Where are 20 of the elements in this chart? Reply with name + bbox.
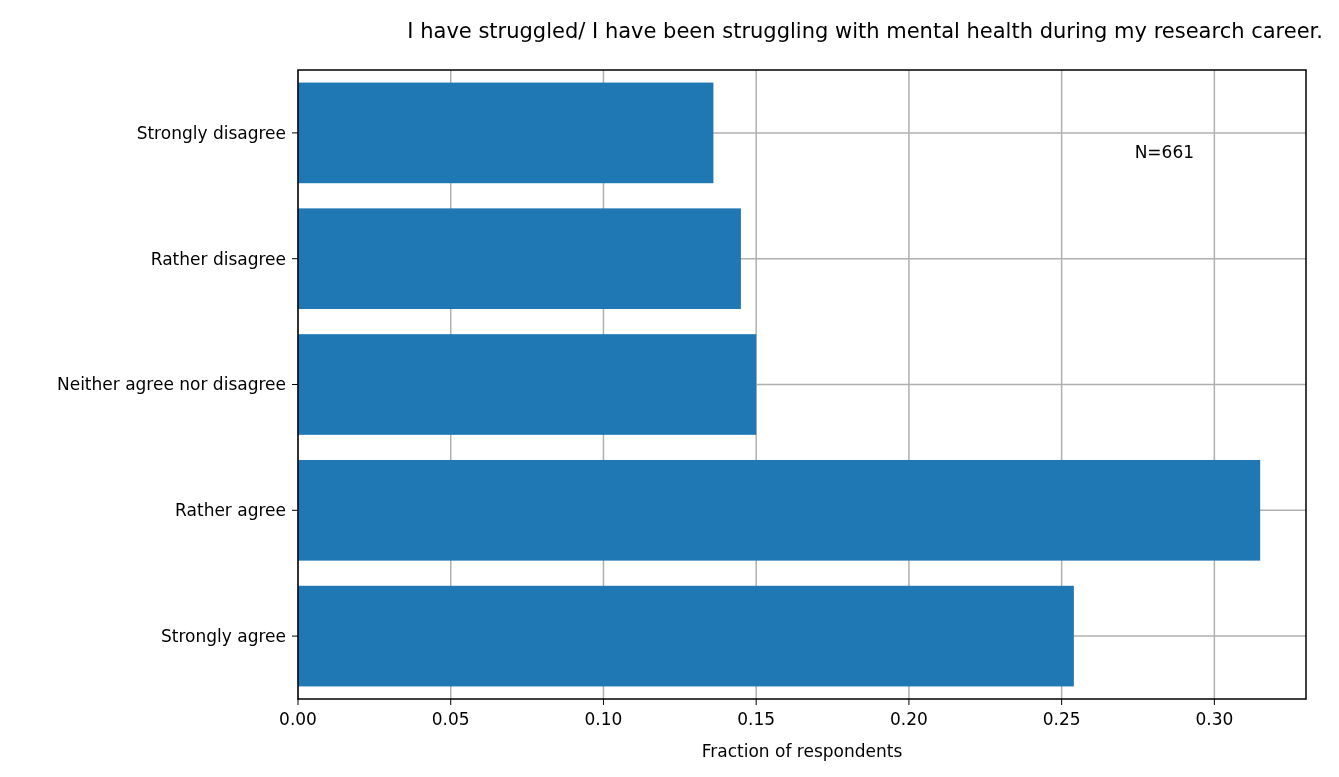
x-tick-label: 0.30 <box>1195 709 1234 729</box>
y-tick-label: Rather agree <box>175 500 286 521</box>
y-tick-label: Rather disagree <box>150 248 286 269</box>
x-tick-label: 0.25 <box>1042 709 1081 729</box>
annotation: N=661 <box>1134 142 1195 162</box>
bar <box>298 208 741 310</box>
x-tick-label: 0.15 <box>737 709 776 729</box>
y-tick-label: Neither agree nor disagree <box>56 374 286 395</box>
bar <box>298 585 1074 687</box>
bar <box>298 82 714 184</box>
x-tick-label: 0.20 <box>889 709 928 729</box>
x-tick-label: 0.05 <box>431 709 470 729</box>
x-tick-label: 0.00 <box>279 709 317 729</box>
x-axis-title: Fraction of respondents <box>701 741 903 761</box>
y-tick-label: Strongly agree <box>161 626 286 647</box>
chart-title: I have struggled/ I have been struggling with mental health during my research career. <box>407 19 1323 43</box>
bar <box>298 459 1261 561</box>
bar <box>298 334 757 435</box>
y-tick-label: Strongly disagree <box>136 122 286 143</box>
x-tick-label: 0.10 <box>584 709 623 729</box>
